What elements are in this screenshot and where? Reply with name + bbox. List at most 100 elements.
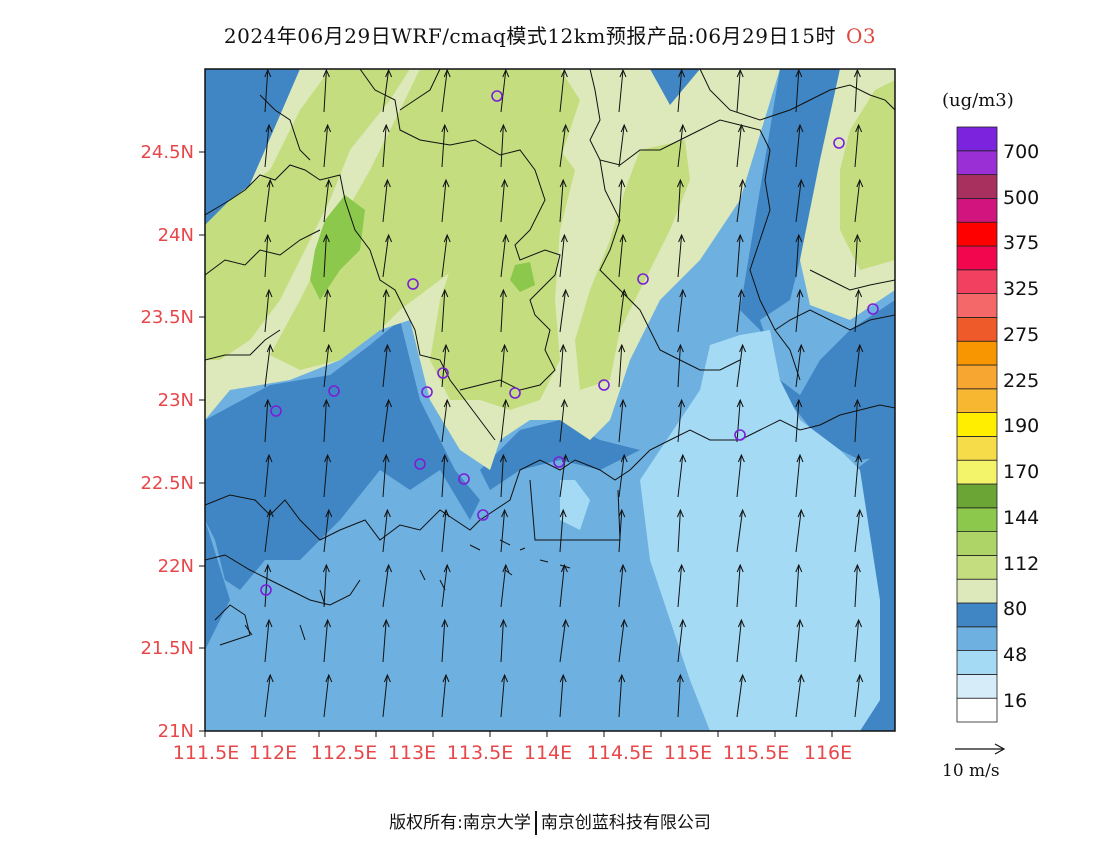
wind-arrow-icon	[500, 68, 510, 113]
field-dark-blue-east	[740, 69, 895, 460]
wind-arrow-icon	[441, 673, 450, 718]
lon-label: 113E	[388, 742, 436, 764]
lon-label: 113.5E	[447, 742, 513, 764]
wind-arrow-icon	[441, 68, 451, 113]
station-marker-icon	[421, 386, 433, 398]
wind-arrow-icon	[441, 398, 451, 443]
station-marker-icon	[477, 509, 489, 521]
legend-swatch	[956, 650, 998, 675]
wind-arrow-icon	[618, 563, 627, 608]
wind-arrow-icon	[382, 673, 391, 718]
wind-arrow-icon	[264, 343, 274, 388]
title-species: O3	[845, 24, 877, 48]
wind-arrow-icon	[736, 233, 744, 278]
legend-swatch	[956, 531, 998, 556]
wind-arrow-icon	[676, 508, 684, 553]
wind-arrow-icon	[736, 453, 745, 498]
wind-arrow-icon	[853, 398, 861, 443]
wind-arrow-icon	[795, 453, 804, 498]
wind-arrow-icon	[736, 398, 744, 443]
legend-label: 48	[1003, 644, 1028, 666]
wind-arrow-icon	[677, 68, 686, 113]
wind-arrow-icon	[795, 233, 803, 278]
wind-arrow-icon	[441, 123, 449, 168]
footer-company: 南京创蓝科技有限公司	[540, 813, 711, 833]
wind-arrow-icon	[736, 288, 745, 333]
wind-arrow-icon	[736, 178, 747, 223]
legend-swatch	[956, 174, 998, 199]
wind-arrow-icon	[499, 123, 507, 168]
wind-arrow-icon	[853, 563, 861, 608]
legend-swatch	[956, 221, 998, 247]
wind-arrow-icon	[559, 673, 567, 718]
lon-labels: 111.5E 112E 112.5E 113E 113.5E 114E 114.…	[173, 742, 852, 764]
lat-label: 21N	[158, 721, 194, 742]
legend-swatch	[956, 697, 998, 723]
wind-arrow-icon	[559, 563, 568, 608]
lon-label: 112.5E	[311, 742, 377, 764]
legend-units: (ug/m3)	[942, 90, 1014, 111]
station-marker-icon	[598, 379, 610, 391]
legend-swatch	[956, 269, 998, 294]
wind-arrow-icon	[559, 343, 567, 388]
wind-arrow-icon	[676, 178, 684, 223]
lat-label: 24N	[158, 225, 194, 246]
wind-arrow-icon	[264, 178, 274, 223]
legend-swatch	[956, 674, 998, 699]
legend-swatch	[956, 126, 998, 152]
station-marker-icon	[437, 367, 449, 379]
wind-arrow-icon	[441, 288, 449, 333]
wind-arrow-icon	[618, 178, 626, 223]
wind-arrow-icon	[795, 68, 803, 113]
legend-swatch	[956, 316, 998, 342]
wind-arrow-icon	[499, 618, 507, 663]
lat-label: 21.5N	[140, 638, 194, 659]
wind-arrow-icon	[382, 178, 391, 223]
wind-arrow-icon	[736, 343, 747, 388]
legend-swatch	[956, 197, 998, 223]
wind-arrow-icon	[264, 618, 273, 663]
wind-arrow-icon	[677, 453, 687, 498]
wind-arrow-icon	[618, 398, 627, 443]
footer: 版权所有:南京大学 南京创蓝科技有限公司	[0, 808, 1100, 835]
wind-arrow-icon	[441, 343, 450, 388]
wind-arrow-icon	[854, 673, 864, 718]
wind-arrow-icon	[559, 123, 570, 168]
wind-arrow-icon	[854, 618, 863, 663]
wind-arrow-icon	[676, 343, 684, 388]
wind-arrow-icon	[500, 673, 509, 718]
reference-vector-label: 10 m/s	[942, 761, 1000, 781]
lat-label: 22N	[158, 556, 194, 577]
wind-arrow-icon	[499, 288, 507, 333]
wind-arrow-icon	[618, 343, 626, 388]
legend-swatch	[956, 150, 998, 176]
wind-arrow-icon	[264, 673, 274, 718]
wind-arrow-icon	[677, 123, 687, 168]
wind-arrow-icon	[382, 453, 390, 498]
wind-arrow-icon	[500, 508, 509, 553]
wind-arrow-icon	[559, 508, 567, 553]
legend-label: 112	[1003, 553, 1040, 575]
wind-arrow-icon	[382, 618, 390, 663]
legend-label: 375	[1003, 232, 1040, 254]
legend-swatch	[956, 578, 998, 604]
legend-label: 500	[1003, 187, 1040, 209]
legend-label: 225	[1003, 370, 1040, 392]
legend-label: 190	[1003, 415, 1040, 437]
wind-arrow-icon	[795, 563, 803, 608]
wind-arrow-icon	[382, 563, 393, 608]
footer-divider	[534, 811, 537, 835]
lon-label: 111.5E	[173, 742, 239, 764]
wind-arrow-icon	[322, 233, 330, 278]
wind-arrow-icon	[264, 123, 273, 168]
field-dark-blue-coast	[480, 420, 640, 490]
wind-arrow-icon	[500, 563, 510, 608]
coastline	[205, 404, 895, 541]
lon-label: 114.5E	[587, 742, 653, 764]
wind-arrow-icon	[441, 563, 451, 608]
wind-arrow-icon	[618, 673, 626, 718]
lat-ticks	[199, 151, 205, 732]
wind-arrow-icon	[559, 288, 570, 333]
wind-arrow-icon	[323, 178, 333, 223]
legend-label: 16	[1003, 690, 1028, 712]
